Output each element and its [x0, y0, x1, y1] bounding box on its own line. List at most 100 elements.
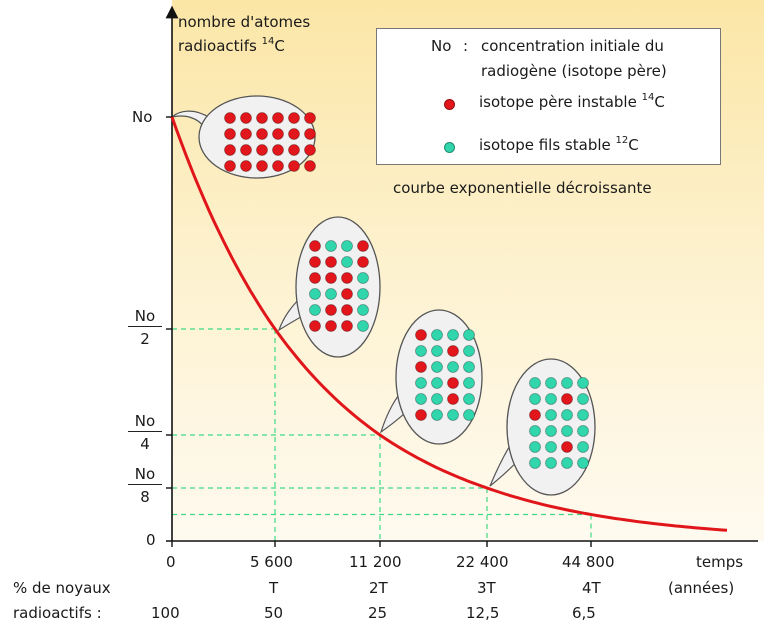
parent-isotope-dot: [224, 144, 236, 156]
parent-isotope-dot: [272, 160, 284, 172]
legend-parent-marker: [444, 99, 455, 110]
parent-isotope-dot: [240, 144, 252, 156]
parent-isotope-dot: [561, 441, 573, 453]
daughter-isotope-dot: [463, 329, 475, 341]
daughter-isotope-dot: [577, 425, 589, 437]
daughter-isotope-dot: [463, 377, 475, 389]
daughter-isotope-dot: [577, 377, 589, 389]
daughter-isotope-dot: [325, 240, 337, 252]
period-2T: 2T: [369, 579, 388, 597]
parent-isotope-dot: [240, 160, 252, 172]
speech-bubble: [295, 216, 381, 358]
daughter-isotope-dot: [529, 457, 541, 469]
parent-isotope-dot: [240, 128, 252, 140]
parent-isotope-dot: [288, 160, 300, 172]
daughter-isotope-dot: [545, 457, 557, 469]
legend-no-colon: :: [463, 37, 469, 55]
parent-isotope-dot: [341, 272, 353, 284]
daughter-isotope-dot: [431, 329, 443, 341]
daughter-isotope-dot: [357, 304, 369, 316]
parent-isotope-dot: [288, 128, 300, 140]
x-axis-title: temps: [696, 553, 744, 571]
daughter-isotope-dot: [463, 361, 475, 373]
daughter-isotope-dot: [577, 441, 589, 453]
parent-isotope-dot: [357, 240, 369, 252]
legend-parent-label: isotope père instable 14C: [479, 92, 665, 111]
speech-bubble: [395, 309, 483, 445]
daughter-isotope-dot: [431, 393, 443, 405]
percent-value-1: 50: [264, 604, 284, 622]
x-tick-0: 0: [166, 553, 176, 571]
guide-lines: [172, 328, 592, 541]
daughter-isotope-dot: [529, 425, 541, 437]
daughter-isotope-dot: [309, 304, 321, 316]
daughter-isotope-dot: [561, 409, 573, 421]
daughter-isotope-dot: [357, 288, 369, 300]
daughter-isotope-dot: [431, 361, 443, 373]
parent-isotope-dot: [309, 272, 321, 284]
daughter-isotope-dot: [561, 377, 573, 389]
daughter-isotope-dot: [415, 345, 427, 357]
daughter-isotope-dot: [529, 441, 541, 453]
legend-no-line1: concentration initiale du: [481, 37, 664, 55]
parent-isotope-dot: [224, 128, 236, 140]
legend-no-prefix: No: [431, 37, 452, 55]
parent-isotope-dot: [240, 112, 252, 124]
daughter-isotope-dot: [545, 425, 557, 437]
y-axis-title-line2: radioactifs 14C: [178, 36, 285, 55]
y-tick-half: No 2: [128, 309, 162, 347]
daughter-isotope-dot: [341, 240, 353, 252]
curve-caption: courbe exponentielle décroissante: [393, 179, 652, 197]
parent-isotope-dot: [415, 361, 427, 373]
parent-isotope-dot: [272, 112, 284, 124]
parent-isotope-dot: [272, 128, 284, 140]
y-tick-no: No: [132, 108, 153, 126]
parent-isotope-dot: [357, 256, 369, 268]
parent-isotope-dot: [288, 112, 300, 124]
daughter-isotope-dot: [325, 288, 337, 300]
x-tick-3: 22 400: [456, 553, 509, 571]
parent-isotope-dot: [256, 160, 268, 172]
daughter-isotope-dot: [545, 441, 557, 453]
parent-isotope-dot: [447, 377, 459, 389]
parent-isotope-dot: [304, 160, 316, 172]
daughter-isotope-dot: [357, 272, 369, 284]
parent-isotope-dot: [272, 144, 284, 156]
parent-isotope-dot: [325, 256, 337, 268]
parent-isotope-dot: [415, 329, 427, 341]
daughter-isotope-dot: [415, 393, 427, 405]
x-axis-unit: (années): [668, 579, 735, 597]
parent-isotope-dot: [224, 112, 236, 124]
legend-daughter-marker: [444, 142, 455, 153]
parent-isotope-dot: [341, 320, 353, 332]
x-tick-4: 44 800: [562, 553, 615, 571]
parent-isotope-dot: [309, 240, 321, 252]
daughter-isotope-dot: [447, 329, 459, 341]
daughter-isotope-dot: [545, 393, 557, 405]
legend-daughter-label: isotope fils stable 12C: [479, 135, 639, 154]
y-tick-eighth: No 8: [128, 467, 162, 505]
daughter-isotope-dot: [431, 377, 443, 389]
daughter-isotope-dot: [577, 409, 589, 421]
decay-curve: [170, 116, 728, 532]
daughter-isotope-dot: [545, 377, 557, 389]
x-tick-2: 11 200: [349, 553, 402, 571]
daughter-isotope-dot: [561, 457, 573, 469]
daughter-isotope-dot: [463, 393, 475, 405]
daughter-isotope-dot: [415, 377, 427, 389]
parent-isotope-dot: [304, 144, 316, 156]
percent-value-4: 6,5: [572, 604, 596, 622]
daughter-isotope-dot: [577, 393, 589, 405]
parent-isotope-dot: [341, 304, 353, 316]
daughter-isotope-dot: [529, 393, 541, 405]
x-tick-1: 5 600: [250, 553, 293, 571]
daughter-isotope-dot: [341, 256, 353, 268]
parent-isotope-dot: [415, 409, 427, 421]
percent-value-3: 12,5: [466, 604, 500, 622]
daughter-isotope-dot: [561, 425, 573, 437]
y-axis-title: nombre d'atomes: [178, 13, 311, 31]
y-tick-quarter: No 4: [128, 414, 162, 452]
percent-row-label-line2: radioactifs :: [13, 604, 102, 622]
axis-ticks: [166, 116, 592, 547]
